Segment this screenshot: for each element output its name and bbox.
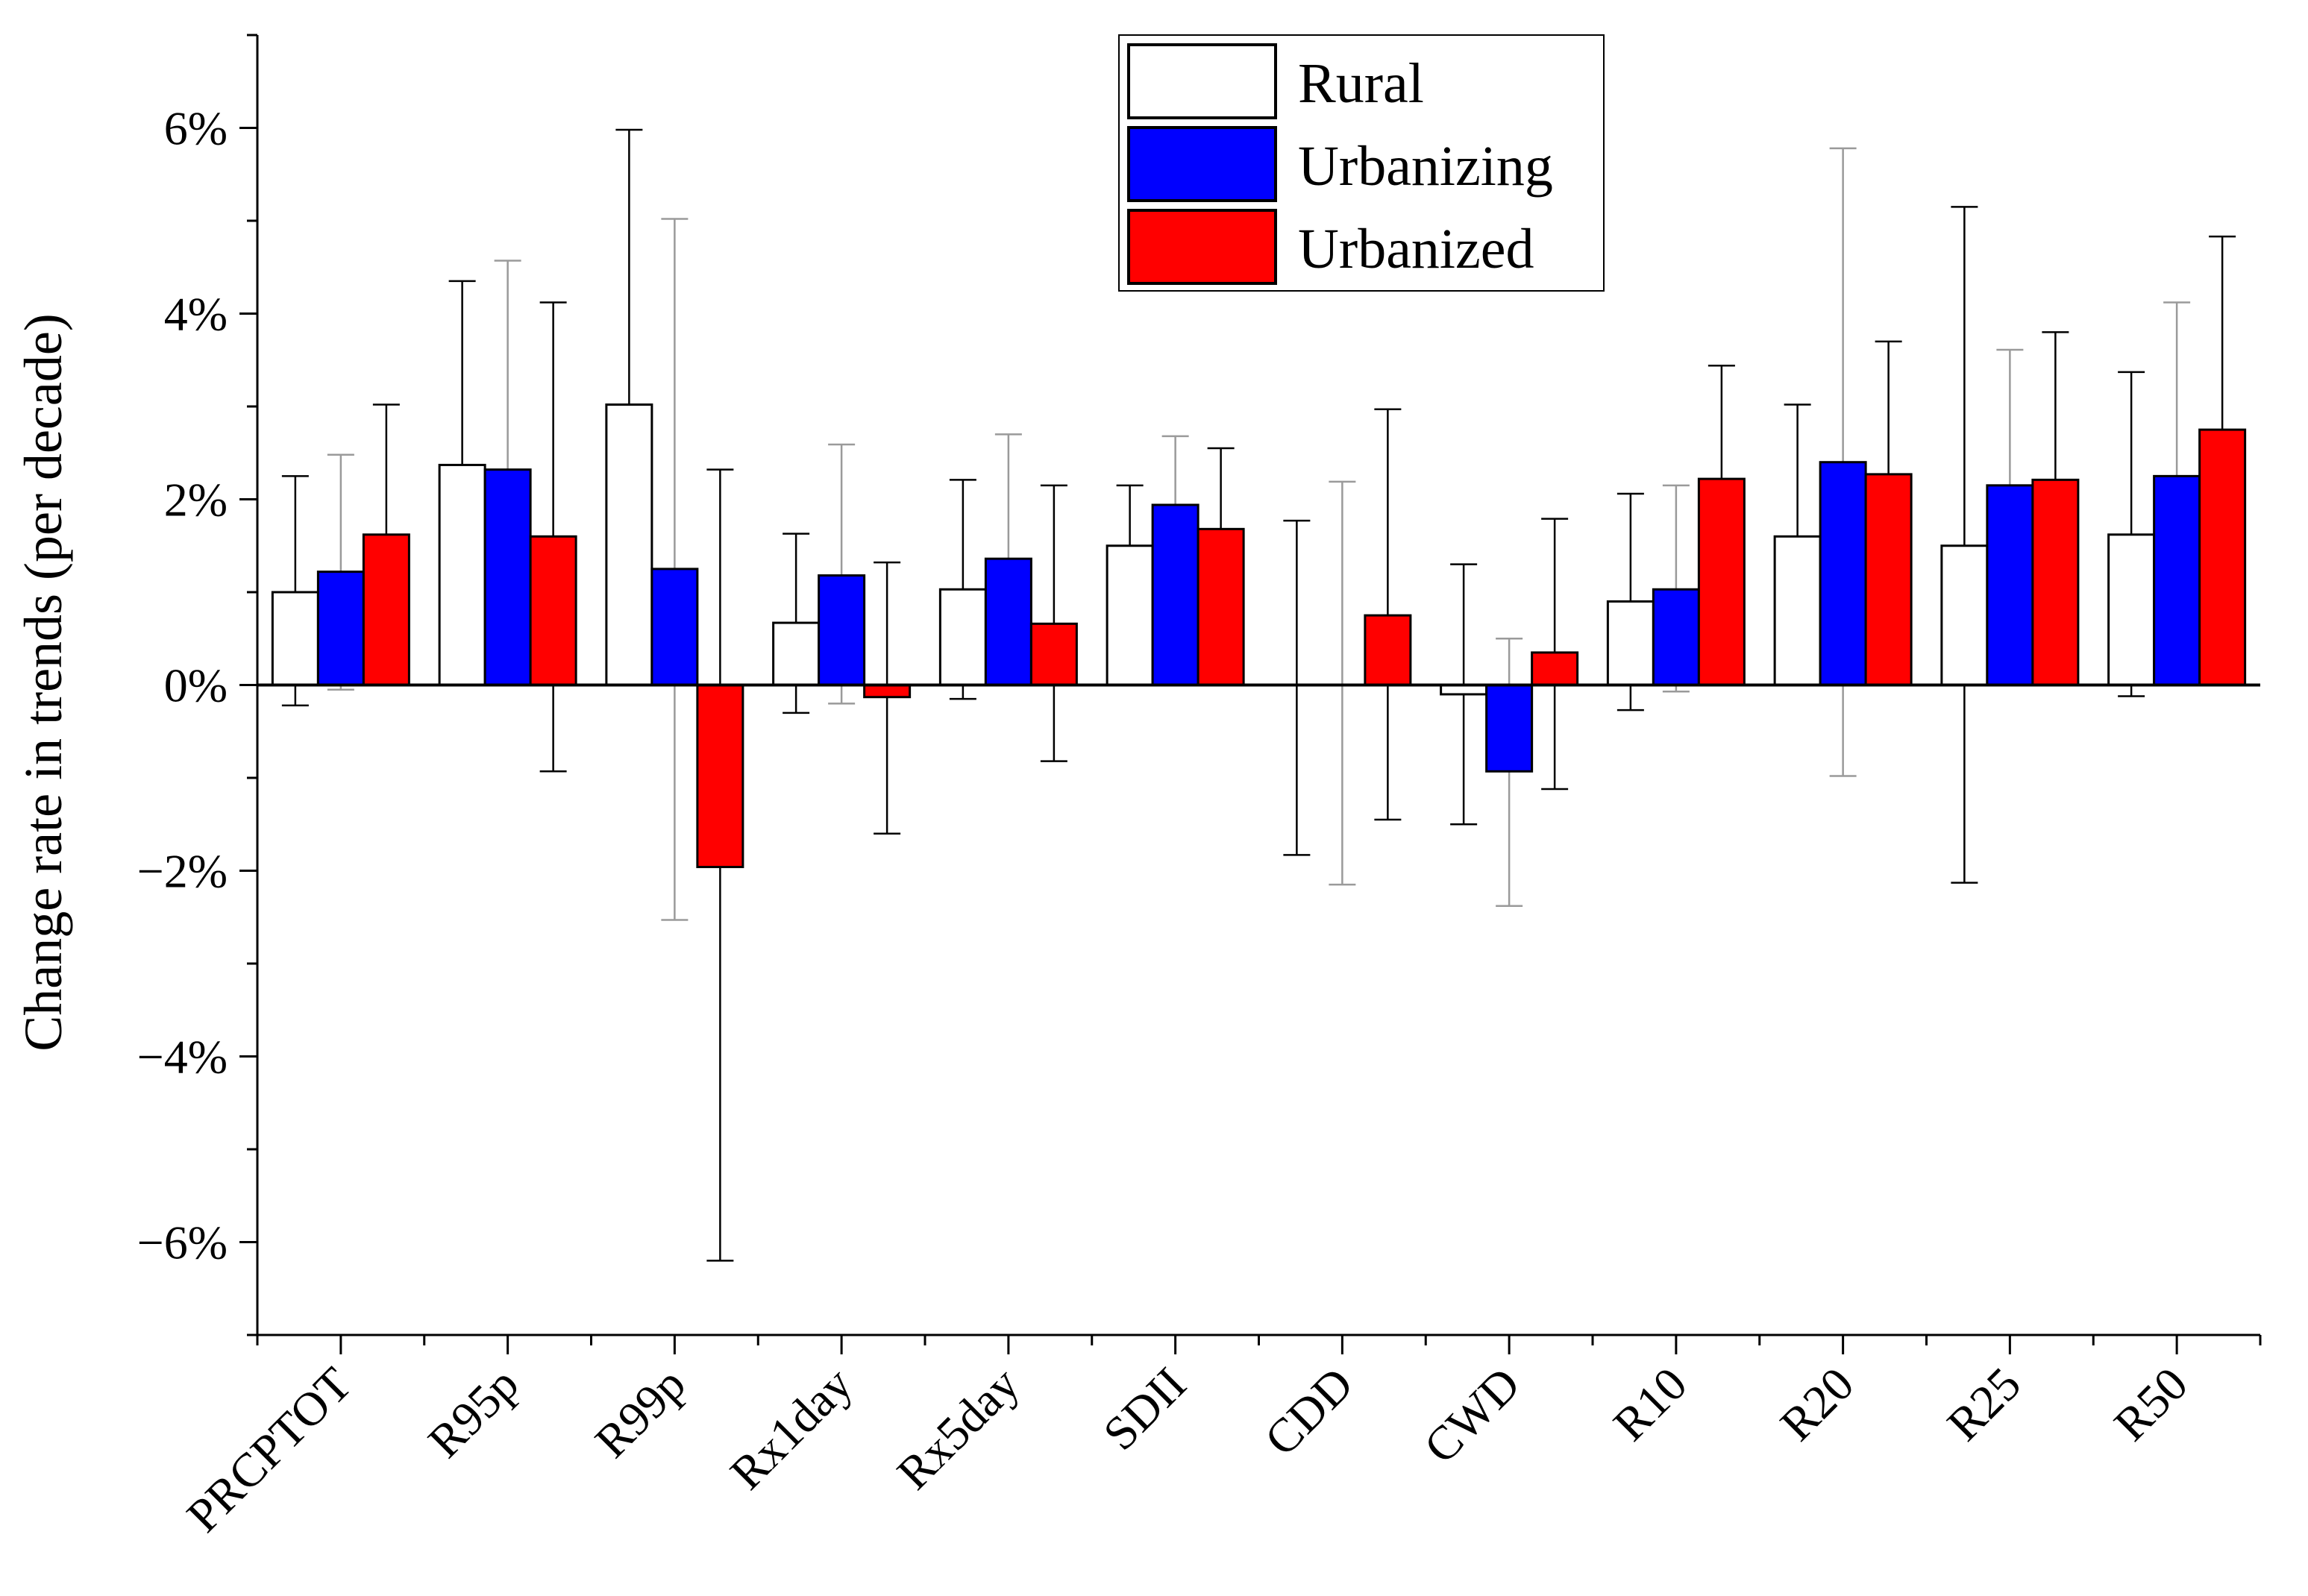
axis-labels: −6% −4% −2% 0% 2% 4% 6% PRCPTOT R95p R99p Rx1day Rx… (137, 102, 2198, 1542)
x-tick-label: SDII (1093, 1357, 1196, 1460)
bar-urbanizing (1652, 588, 1700, 687)
legend-swatch-urbanized (1127, 209, 1277, 285)
x-tick-label: Rx5day (887, 1357, 1029, 1500)
bar-rural (2107, 533, 2156, 686)
bar-rural (271, 591, 319, 686)
bar-urbanized (1864, 473, 1913, 686)
bar-rural (938, 588, 987, 687)
bar-rural (1106, 544, 1154, 686)
y-tick-label: 6% (164, 102, 228, 155)
bar-rural (438, 463, 486, 686)
bar-urbanizing (483, 468, 532, 686)
legend-swatch-rural (1127, 43, 1277, 119)
bar-urbanized (1697, 477, 1746, 686)
x-tick-label: R20 (1770, 1357, 1864, 1451)
y-tick-label: −2% (137, 845, 228, 898)
bar-urbanized (863, 684, 912, 699)
y-tick-label: 4% (164, 288, 228, 341)
bar-urbanizing (2153, 474, 2201, 686)
y-axis-title: Change rate in trends (per decade) (13, 313, 73, 1052)
bar-urbanized (2031, 478, 2080, 686)
bar-urbanizing (1986, 484, 2034, 686)
bar-urbanized (1029, 622, 1078, 687)
x-tick-label: R95p (418, 1357, 528, 1468)
legend-label-rural: Rural (1298, 52, 1424, 115)
legend-label-urbanized: Urbanized (1298, 218, 1534, 280)
bars (271, 403, 2247, 869)
bar-urbanized (1197, 527, 1245, 687)
bar-rural (605, 403, 653, 686)
bar-urbanizing (1151, 503, 1200, 686)
x-tick-label: R10 (1603, 1357, 1697, 1451)
bar-rural (1606, 600, 1655, 687)
x-tick-label: Rx1day (720, 1357, 862, 1500)
legend-label-urbanizing: Urbanizing (1298, 135, 1553, 198)
bar-urbanized (1531, 651, 1579, 686)
x-tick-label: R50 (2104, 1357, 2198, 1451)
error-bars (281, 128, 2236, 1262)
bar-urbanizing (316, 571, 365, 686)
x-tick-label: CDD (1255, 1357, 1364, 1466)
bar-rural (1940, 544, 1989, 686)
bar-urbanized (362, 533, 410, 686)
bar-urbanized (529, 535, 577, 686)
y-tick-label: −6% (137, 1216, 228, 1269)
y-tick-label: 2% (164, 474, 228, 527)
bar-urbanizing (818, 574, 866, 687)
y-tick-label: −4% (137, 1031, 228, 1084)
bar-urbanizing (1485, 684, 1534, 773)
bar-urbanized (1364, 614, 1412, 686)
bar-urbanizing (984, 557, 1032, 686)
bar-rural (772, 621, 821, 687)
y-tick-label: 0% (164, 659, 228, 712)
bar-urbanizing (650, 568, 699, 686)
x-tick-label: PRCPTOT (177, 1357, 362, 1542)
bar-urbanized (696, 684, 744, 869)
bar-rural (1773, 535, 1822, 686)
x-tick-label: R25 (1937, 1357, 2031, 1451)
legend: Rural Urbanizing Urbanized (1118, 34, 1605, 292)
legend-swatch-urbanizing (1127, 126, 1277, 202)
bar-urbanizing (1819, 461, 1867, 686)
bar-urbanized (2198, 428, 2247, 686)
x-tick-label: R99p (585, 1357, 695, 1468)
x-tick-label: CWD (1414, 1357, 1530, 1474)
